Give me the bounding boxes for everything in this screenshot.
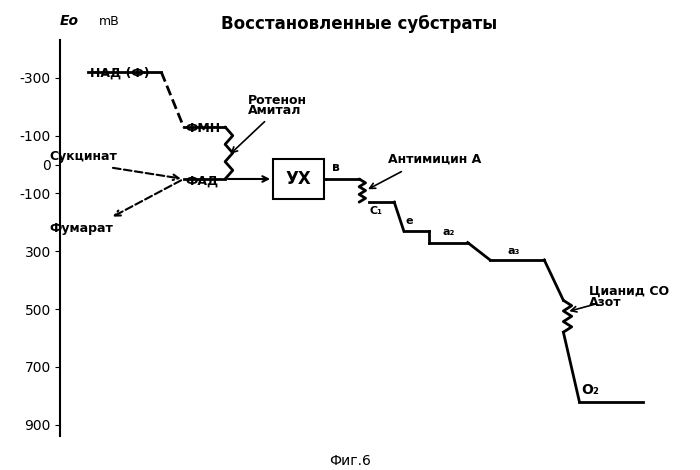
Text: Ротенон: Ротенон xyxy=(247,94,307,107)
Text: Амитал: Амитал xyxy=(247,104,301,118)
Text: a₃: a₃ xyxy=(508,245,519,256)
Text: УХ: УХ xyxy=(286,170,312,188)
Text: a₂: a₂ xyxy=(442,227,454,237)
Text: Антимицин А: Антимицин А xyxy=(388,152,481,165)
Text: Сукцинат: Сукцинат xyxy=(50,150,118,163)
Text: ФМН: ФМН xyxy=(185,122,220,135)
Bar xyxy=(273,159,324,199)
Text: Фиг.6: Фиг.6 xyxy=(329,454,371,468)
Text: Азот: Азот xyxy=(589,296,622,309)
Text: в: в xyxy=(332,161,340,174)
Text: Eo: Eo xyxy=(60,15,78,28)
Text: ФАД: ФАД xyxy=(185,175,218,188)
Title: Восстановленные субстраты: Восстановленные субстраты xyxy=(221,15,497,33)
Text: C₁: C₁ xyxy=(370,206,383,216)
Text: mB: mB xyxy=(99,16,120,28)
Text: O₂: O₂ xyxy=(581,383,599,397)
Text: Фумарат: Фумарат xyxy=(50,222,113,235)
Text: НАД (Ф): НАД (Ф) xyxy=(90,66,149,79)
Text: Цианид СО: Цианид СО xyxy=(589,285,669,298)
Text: e: e xyxy=(405,216,412,226)
